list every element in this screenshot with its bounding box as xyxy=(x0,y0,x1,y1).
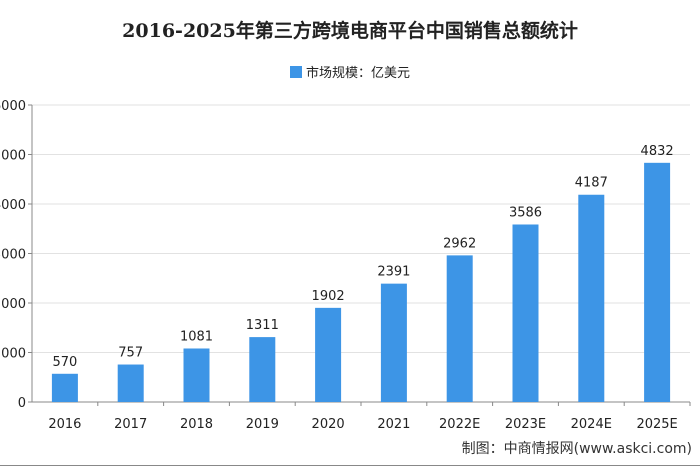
y-tick-label: 5000 xyxy=(0,149,26,164)
bar xyxy=(117,364,144,402)
data-label: 757 xyxy=(118,346,143,361)
bar xyxy=(249,337,276,402)
y-tick-label: 6000 xyxy=(0,99,26,114)
data-label: 2391 xyxy=(377,265,410,280)
data-label: 1311 xyxy=(246,318,279,333)
x-tick-label: 2018 xyxy=(180,417,213,432)
x-tick-label: 2017 xyxy=(114,417,147,432)
data-label: 3586 xyxy=(509,205,542,220)
data-label: 4832 xyxy=(641,144,674,159)
y-tick-label: 2000 xyxy=(0,297,26,312)
legend-swatch xyxy=(289,66,302,78)
y-tick-label: 1000 xyxy=(0,347,26,362)
data-label: 2962 xyxy=(443,236,476,251)
bar xyxy=(578,194,605,402)
y-tick-label: 3000 xyxy=(0,248,26,263)
data-label: 570 xyxy=(52,355,77,370)
x-tick-label: 2019 xyxy=(246,417,279,432)
bar xyxy=(380,283,407,402)
x-tick-label: 2021 xyxy=(377,417,410,432)
bar xyxy=(51,373,78,402)
legend-label: 市场规模：亿美元 xyxy=(305,66,410,81)
x-tick-label: 2023E xyxy=(505,417,546,432)
x-tick-label: 2024E xyxy=(571,417,612,432)
bar xyxy=(446,255,473,402)
bar xyxy=(183,348,210,402)
chart-title: 2016-2025年第三方跨境电商平台中国销售总额统计 xyxy=(122,20,578,42)
bar xyxy=(512,224,539,402)
data-label: 4187 xyxy=(575,176,608,191)
legend: 市场规模：亿美元 xyxy=(0,62,700,81)
x-tick-label: 2020 xyxy=(312,417,345,432)
source-note: 制图：中商情报网(www.askci.com) xyxy=(461,441,692,457)
y-tick-label: 0 xyxy=(18,396,26,411)
divider xyxy=(0,465,700,466)
bar xyxy=(315,307,342,402)
x-tick-label: 2022E xyxy=(439,417,480,432)
data-label: 1081 xyxy=(180,329,213,344)
data-label: 1902 xyxy=(312,289,345,304)
y-tick-label: 4000 xyxy=(0,198,26,213)
x-tick-label: 2016 xyxy=(48,417,81,432)
x-tick-label: 2025E xyxy=(636,417,677,432)
bar xyxy=(644,162,671,402)
